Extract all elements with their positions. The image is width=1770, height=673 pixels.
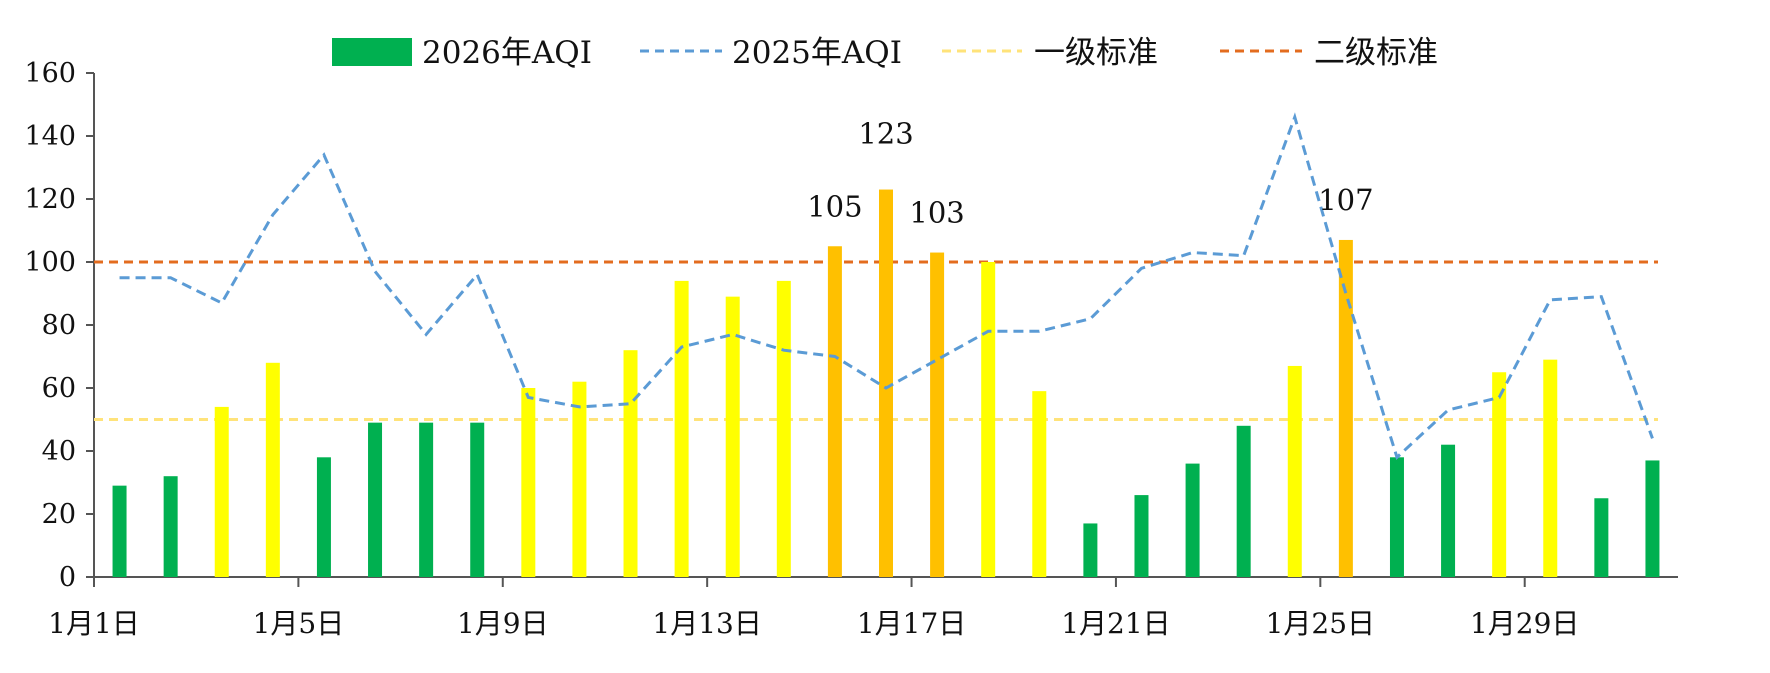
bar (1594, 498, 1609, 577)
x-tick-label: 1月21日 (1061, 607, 1170, 640)
bar (930, 252, 945, 578)
data-label: 105 (807, 189, 862, 223)
bar (368, 422, 383, 577)
legend-label-level1: 一级标准 (1034, 35, 1158, 71)
bar (1543, 359, 1558, 577)
bar (981, 262, 996, 577)
bar (827, 246, 842, 577)
legend-item-2026: 2026年AQI (332, 35, 592, 71)
bar (1236, 425, 1251, 577)
legend-label-2026: 2026年AQI (422, 35, 592, 71)
bar (1645, 460, 1660, 577)
legend-label-level2: 二级标准 (1314, 35, 1438, 71)
bar (214, 406, 229, 577)
y-tick-label: 100 (24, 247, 76, 278)
series-line-2025 (119, 112, 1654, 461)
bar (112, 485, 127, 577)
bar (1492, 372, 1507, 577)
data-label: 123 (858, 117, 913, 151)
bar (1083, 523, 1098, 577)
y-tick-label: 120 (24, 184, 76, 215)
plot-area: 0 20 40 60 80 100 120 140 160 1月1日 1月5日 1月9日 1月13日 1月… (24, 58, 1678, 640)
bar (1338, 239, 1353, 577)
legend-swatch-2026 (332, 38, 412, 66)
bar (1032, 391, 1047, 577)
data-label: 103 (909, 196, 964, 230)
y-tick-label: 160 (24, 58, 76, 89)
bar (419, 422, 434, 577)
y-tick-label: 0 (59, 562, 76, 593)
x-tick-label: 1月1日 (48, 607, 140, 640)
y-tick-label: 140 (24, 121, 76, 152)
legend: 2026年AQI 2025年AQI 一级标准 二级标准 (332, 35, 1438, 71)
bar (265, 362, 280, 577)
bar (1185, 463, 1200, 577)
x-tick-label: 1月9日 (457, 607, 549, 640)
legend-label-2025: 2025年AQI (732, 35, 902, 71)
bar (470, 422, 485, 577)
bar (776, 280, 791, 577)
bar (1287, 365, 1302, 577)
data-label: 107 (1318, 183, 1373, 217)
bar (1134, 495, 1149, 577)
bar (316, 457, 331, 577)
x-tick-label: 1月29日 (1470, 607, 1579, 640)
bar (725, 296, 740, 577)
x-tick-label: 1月25日 (1266, 607, 1375, 640)
x-tick-label: 1月13日 (652, 607, 761, 640)
y-tick-label: 60 (42, 373, 76, 404)
bar (1389, 457, 1404, 577)
x-tick-label: 1月17日 (857, 607, 966, 640)
legend-item-2025: 2025年AQI (640, 35, 902, 71)
y-tick-label: 40 (42, 436, 76, 467)
legend-item-level1: 一级标准 (942, 35, 1158, 71)
bar (1441, 444, 1456, 577)
x-tick-label: 1月5日 (253, 607, 345, 640)
bar (163, 476, 178, 577)
bar (521, 388, 536, 577)
y-tick-label: 20 (42, 499, 76, 530)
legend-item-level2: 二级标准 (1220, 35, 1438, 71)
bar (879, 189, 893, 578)
bar (623, 350, 638, 577)
bar (674, 280, 689, 577)
bar (572, 381, 587, 577)
y-tick-label: 80 (42, 310, 76, 341)
